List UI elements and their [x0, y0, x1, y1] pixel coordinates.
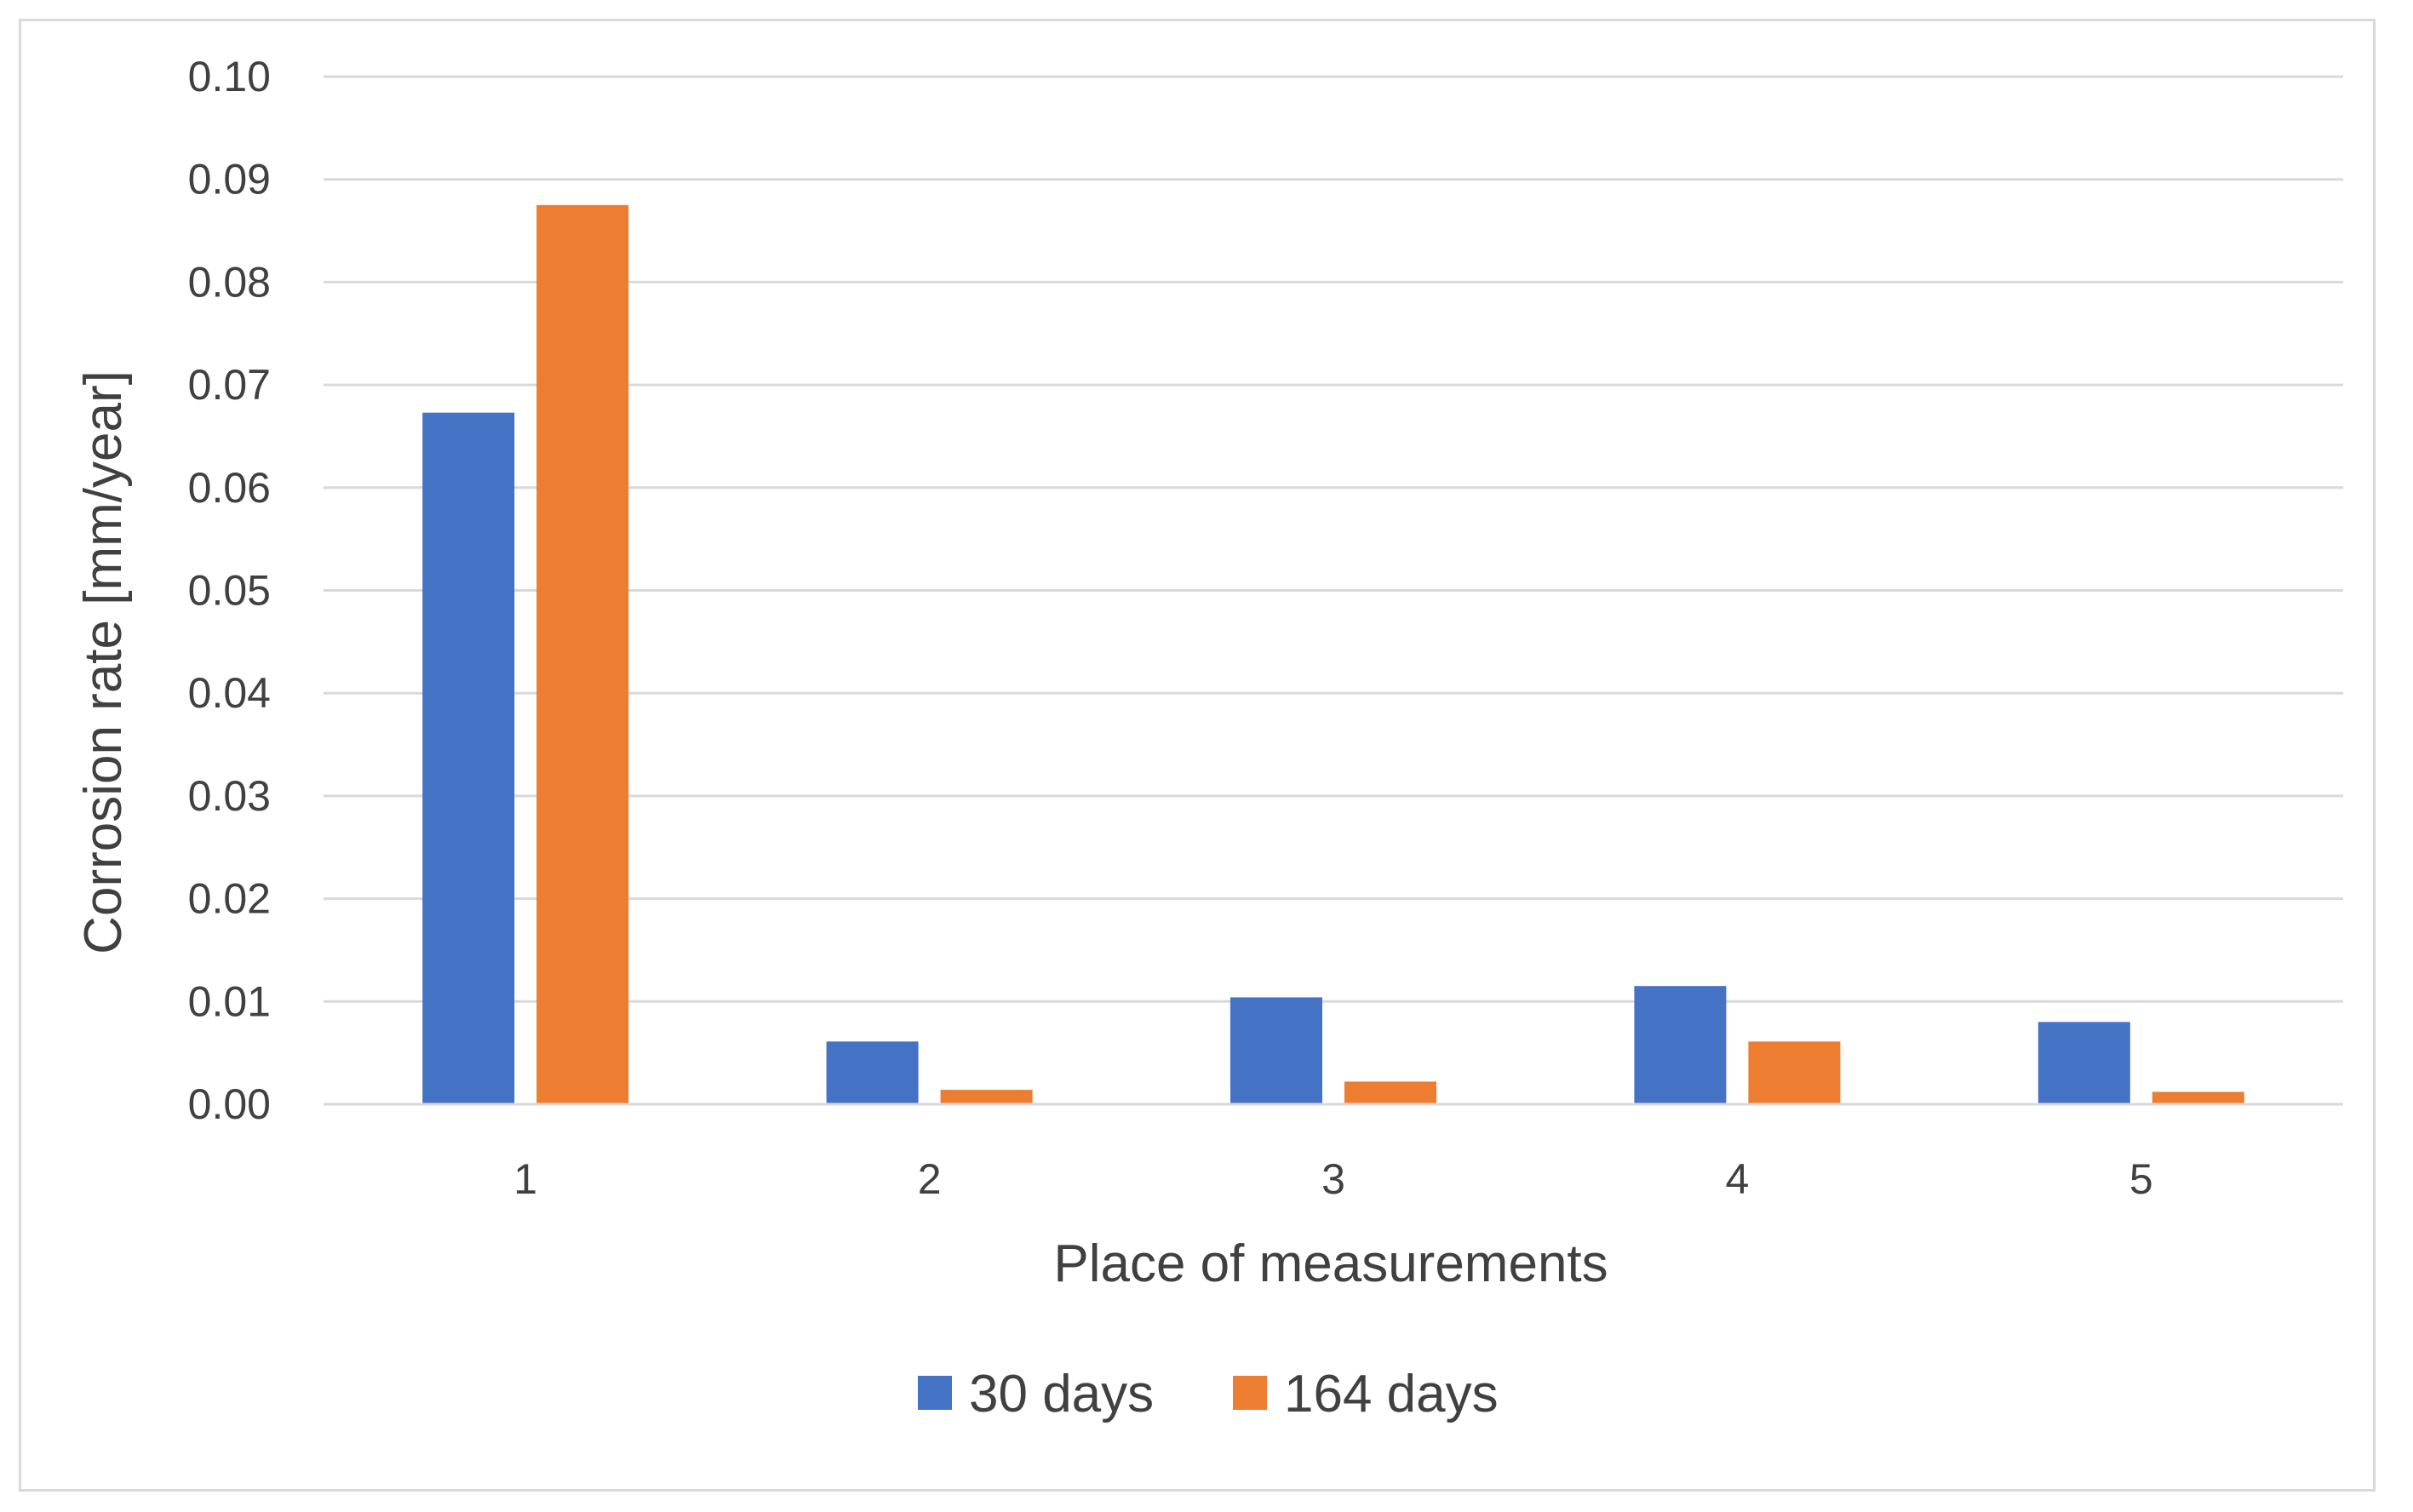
x-tick-label: 3: [1321, 1155, 1345, 1203]
y-axis-ticks: 0.00 0.01 0.02 0.03 0.04 0.05 0.06 0.07 0.08 0.09…: [188, 53, 271, 1128]
bar-series-2-category-3: [1344, 1081, 1436, 1104]
y-tick-label: 0.03: [188, 772, 271, 820]
bar-series-2-category-5: [2152, 1091, 2244, 1104]
bar-series-1-category-3: [1230, 997, 1322, 1104]
y-tick-label: 0.05: [188, 567, 271, 615]
x-axis-title: Place of measurements: [1053, 1234, 1608, 1293]
y-tick-label: 0.08: [188, 258, 271, 306]
x-tick-label: 5: [2129, 1155, 2153, 1203]
bar-series-1-category-4: [1634, 986, 1727, 1104]
legend-label: 30 days: [969, 1365, 1154, 1423]
bar-series-2-category-2: [940, 1090, 1033, 1104]
bar-series-1-category-2: [826, 1041, 919, 1104]
y-tick-label: 0.04: [188, 669, 271, 717]
legend-swatch: [1233, 1376, 1267, 1410]
bar-series-2-category-4: [1748, 1041, 1841, 1104]
y-tick-label: 0.00: [188, 1080, 271, 1128]
x-tick-label: 1: [513, 1155, 537, 1203]
y-tick-label: 0.06: [188, 464, 271, 512]
bar-series-1-category-5: [2038, 1022, 2130, 1104]
legend: 30 days 164 days: [918, 1365, 1499, 1423]
y-tick-label: 0.09: [188, 156, 271, 203]
bars: [422, 204, 2244, 1105]
x-tick-label: 4: [1725, 1155, 1749, 1203]
gridlines: [324, 75, 2343, 1003]
legend-swatch: [918, 1376, 952, 1410]
x-tick-label: 2: [918, 1155, 942, 1203]
y-tick-label: 0.01: [188, 977, 271, 1025]
y-tick-label: 0.07: [188, 361, 271, 409]
chart-frame: [19, 19, 2376, 1492]
legend-label: 164 days: [1284, 1365, 1499, 1423]
y-tick-label: 0.10: [188, 53, 271, 100]
bar-series-1-category-1: [422, 412, 515, 1105]
y-axis-title: Corrosion rate [mm/year]: [74, 370, 133, 954]
bar-series-2-category-1: [536, 204, 629, 1104]
x-axis-ticks: 1 2 3 4 5: [513, 1155, 2152, 1203]
y-tick-label: 0.02: [188, 875, 271, 923]
